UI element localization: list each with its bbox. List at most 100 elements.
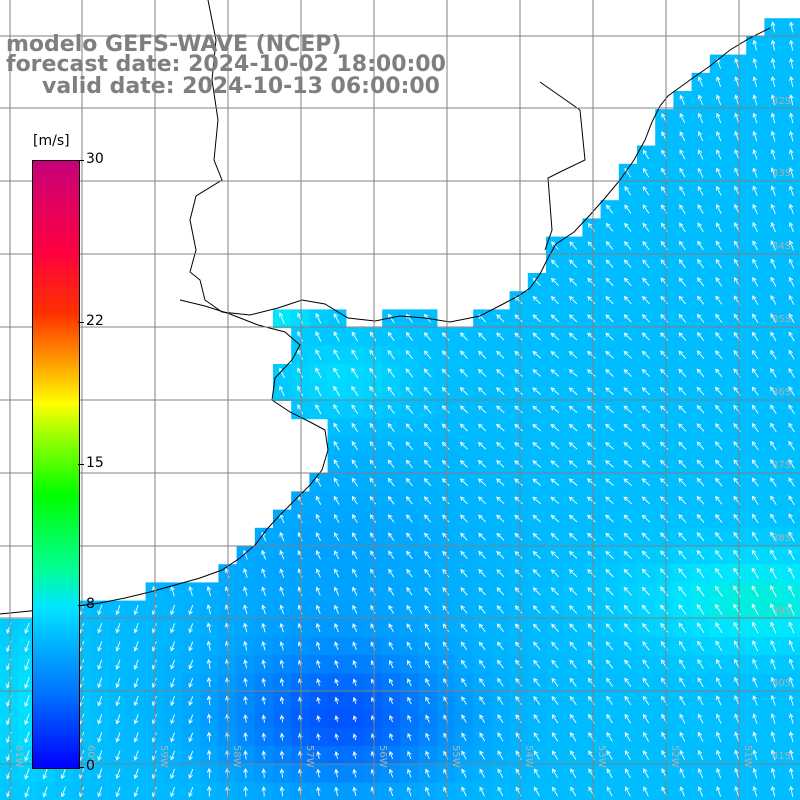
wind-arrow — [641, 604, 651, 615]
wind-arrow — [715, 222, 722, 233]
wind-arrow — [641, 441, 651, 450]
wind-arrow — [751, 549, 759, 561]
wind-arrow — [697, 731, 704, 742]
wind-arrow — [569, 296, 578, 305]
wind-arrow — [388, 586, 395, 596]
wind-arrow — [133, 659, 139, 670]
wind-arrow — [261, 714, 267, 723]
wind-arrow — [441, 350, 450, 360]
model-title: modelo GEFS-WAVE (NCEP) — [6, 32, 342, 57]
wind-arrow — [133, 677, 139, 688]
wind-arrow — [243, 714, 248, 723]
wind-arrow — [423, 368, 432, 378]
wind-arrow — [678, 459, 687, 469]
wind-arrow — [659, 423, 669, 432]
wind-arrow — [568, 550, 578, 559]
wind-cell — [782, 582, 800, 602]
wind-arrow — [496, 623, 504, 632]
wind-arrow — [551, 623, 559, 633]
wind-arrow — [369, 514, 377, 523]
wind-arrow — [405, 313, 413, 323]
wind-arrow — [788, 549, 795, 561]
wind-arrow — [533, 695, 541, 705]
wind-arrow — [697, 149, 704, 160]
wind-arrow — [261, 586, 266, 597]
wind-cell — [782, 527, 800, 547]
wind-arrow — [387, 495, 395, 505]
wind-arrow — [734, 786, 740, 797]
wind-arrow — [351, 331, 358, 342]
wind-arrow — [734, 167, 740, 178]
wind-arrow — [696, 423, 705, 432]
wind-arrow — [459, 460, 468, 468]
wind-arrow — [751, 477, 759, 487]
wind-arrow — [316, 678, 321, 686]
wind-arrow — [369, 349, 377, 360]
wind-arrow — [679, 204, 686, 214]
wind-arrow — [133, 768, 139, 780]
wind-arrow — [442, 514, 450, 523]
wind-arrow — [678, 295, 687, 305]
wind-arrow — [660, 387, 669, 396]
wind-arrow — [515, 641, 523, 651]
wind-arrow — [568, 350, 578, 359]
wind-arrow — [406, 641, 413, 651]
wind-cell — [782, 673, 800, 693]
wind-arrow — [568, 314, 578, 323]
wind-arrow — [752, 313, 759, 324]
wind-cell — [782, 473, 800, 492]
wind-arrow — [714, 386, 723, 396]
wind-arrow — [552, 786, 558, 797]
wind-arrow — [407, 732, 412, 741]
wind-arrow — [641, 478, 651, 487]
wind-arrow — [751, 513, 759, 524]
wind-arrow — [261, 622, 266, 633]
wind-cell — [782, 72, 800, 92]
wind-arrow — [697, 786, 704, 797]
wind-arrow — [133, 695, 139, 707]
wind-arrow — [734, 149, 740, 160]
wind-arrow — [751, 585, 759, 598]
wind-arrow — [551, 259, 559, 268]
wind-arrow — [261, 750, 267, 760]
wind-arrow — [660, 405, 669, 414]
wind-arrow — [243, 586, 248, 597]
wind-arrow — [714, 567, 723, 579]
wind-arrow — [641, 423, 651, 432]
wind-arrow — [751, 331, 759, 342]
wind-arrow — [188, 786, 194, 798]
wind-arrow — [479, 714, 486, 724]
wind-arrow — [532, 587, 541, 596]
wind-arrow — [623, 314, 632, 323]
wind-arrow — [770, 459, 777, 469]
wind-arrow — [514, 478, 523, 486]
wind-arrow — [568, 460, 578, 468]
wind-arrow — [770, 640, 777, 652]
wind-arrow — [770, 167, 776, 178]
wind-arrow — [642, 204, 650, 214]
wind-cell — [782, 291, 800, 310]
wind-arrow — [423, 350, 432, 360]
wind-arrow — [715, 640, 723, 652]
wind-arrow — [389, 696, 394, 704]
wind-arrow — [133, 750, 139, 761]
wind-arrow — [369, 459, 377, 469]
wind-arrow — [550, 442, 560, 450]
wind-arrow — [752, 295, 759, 305]
wind-arrow — [788, 404, 795, 415]
wind-arrow — [333, 331, 340, 342]
wind-arrow — [770, 513, 777, 524]
colorbar-tick-mark — [78, 605, 84, 607]
wind-arrow — [752, 749, 758, 761]
wind-arrow — [624, 768, 631, 779]
wind-arrow — [387, 477, 395, 487]
wind-arrow — [333, 313, 340, 324]
wind-arrow — [424, 605, 431, 614]
wind-arrow — [770, 549, 777, 561]
wind-arrow — [334, 586, 340, 596]
wind-arrow — [586, 350, 596, 359]
wind-arrow — [788, 367, 795, 378]
wind-arrow — [659, 568, 669, 578]
wind-arrow — [734, 713, 740, 724]
wind-arrow — [369, 404, 377, 415]
